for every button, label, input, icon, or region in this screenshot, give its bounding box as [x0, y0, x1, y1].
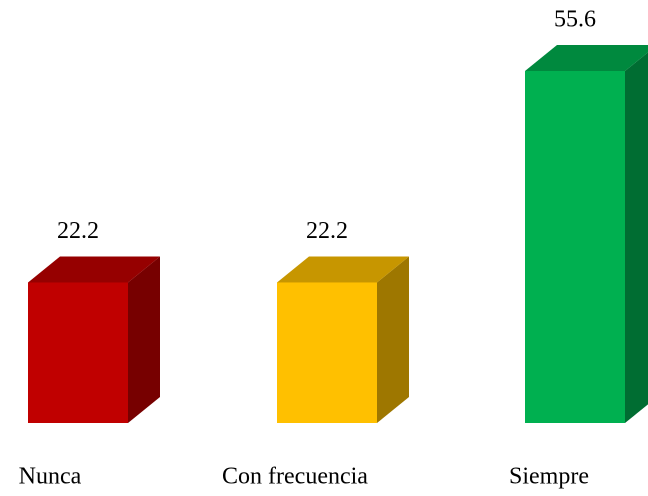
bar-top — [28, 256, 160, 283]
bar — [277, 282, 377, 423]
bar — [525, 71, 625, 423]
bar-side — [128, 256, 160, 423]
x-tick-label: Nunca — [19, 464, 82, 490]
data-label: 22.2 — [57, 218, 99, 244]
x-tick-label: Con frecuencia — [222, 464, 368, 490]
bar-top — [277, 256, 409, 283]
data-label: 22.2 — [306, 218, 348, 244]
bar-top — [525, 45, 648, 71]
bar-side — [625, 52, 648, 423]
bar — [28, 282, 128, 423]
data-label: 55.6 — [554, 7, 596, 33]
bar-side — [377, 256, 409, 423]
x-tick-label: Siempre — [509, 464, 589, 490]
